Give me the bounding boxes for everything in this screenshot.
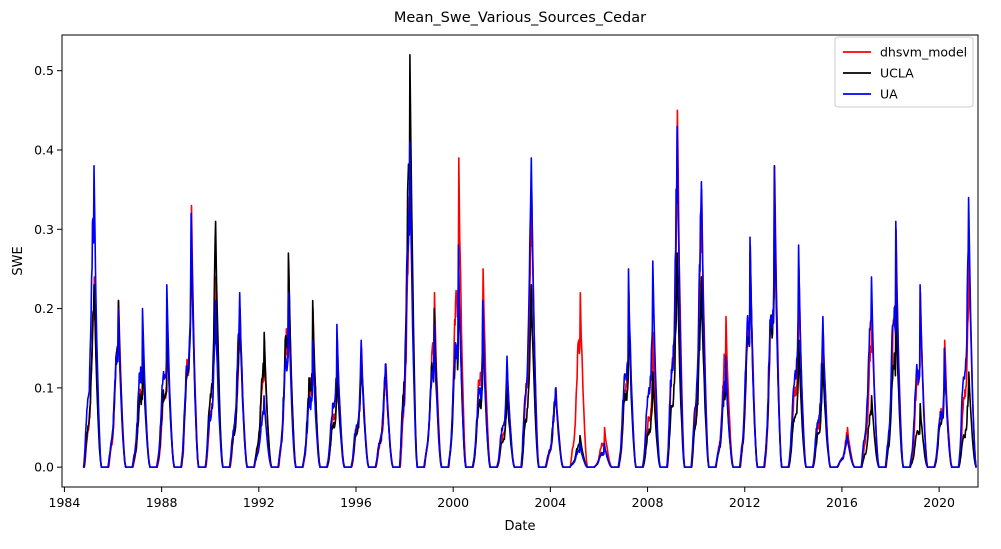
y-axis-ticks: 0.0 0.1 0.2 0.3 0.4 0.5 — [34, 63, 62, 475]
x-tick-label: 2000 — [437, 495, 469, 510]
y-axis-label: SWE — [11, 246, 26, 275]
x-tick-label: 1984 — [49, 495, 81, 510]
y-tick-label: 0.2 — [34, 301, 54, 316]
y-tick-label: 0.0 — [34, 460, 54, 475]
series-line-dhsvm_model — [83, 109, 977, 468]
y-tick-label: 0.1 — [34, 380, 54, 395]
x-axis-label: Date — [504, 519, 535, 534]
legend: dhsvm_model UCLA UA — [834, 36, 974, 108]
x-tick-label: 2016 — [826, 495, 858, 510]
chart-title: Mean_Swe_Various_Sources_Cedar — [394, 10, 646, 26]
x-tick-label: 1988 — [146, 495, 178, 510]
y-tick-label: 0.5 — [34, 63, 54, 78]
plot-frame — [61, 34, 979, 488]
legend-label: UCLA — [880, 66, 914, 81]
x-tick-label: 1992 — [243, 495, 275, 510]
x-tick-label: 2008 — [632, 495, 664, 510]
y-tick-label: 0.4 — [34, 142, 54, 157]
legend-box — [834, 36, 974, 108]
y-tick-label: 0.3 — [34, 222, 54, 237]
x-axis-ticks: 1984 1988 1992 1996 2000 2004 2008 2012 2016 2020 — [49, 487, 955, 510]
legend-label: dhsvm_model — [880, 45, 967, 60]
legend-label: UA — [880, 87, 898, 102]
x-tick-label: 2020 — [923, 495, 955, 510]
plot-lines — [82, 54, 977, 468]
series-line-UA — [82, 125, 977, 468]
x-tick-label: 2004 — [534, 495, 566, 510]
x-tick-label: 2012 — [729, 495, 761, 510]
x-tick-label: 1996 — [340, 495, 372, 510]
